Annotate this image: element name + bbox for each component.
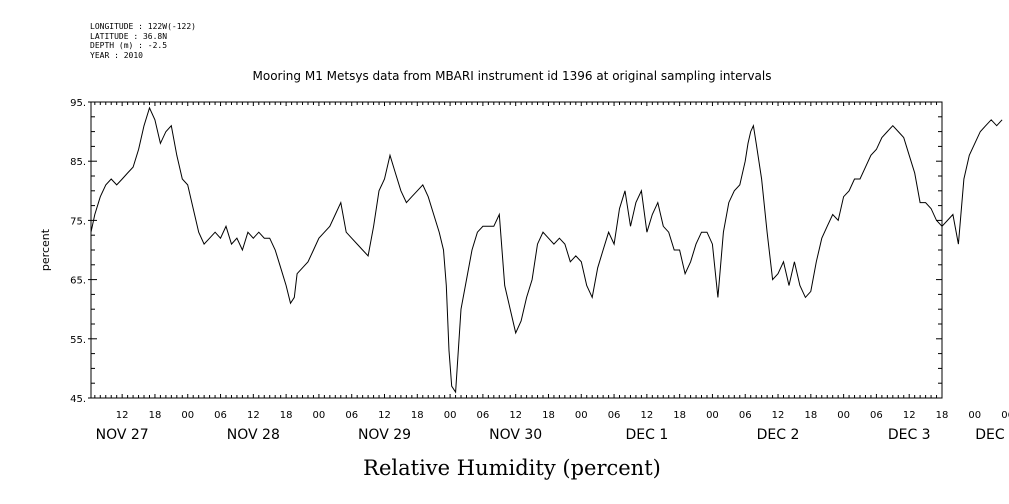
x-hour-tick-label: 00	[968, 410, 981, 421]
x-hour-tick-label: 06	[477, 410, 490, 421]
y-axis-label: percent	[39, 228, 52, 271]
x-hour-tick-label: 18	[411, 410, 424, 421]
x-hour-tick-label: 00	[706, 410, 719, 421]
x-date-label: DEC 3	[888, 427, 931, 443]
x-hour-tick-label: 12	[640, 410, 653, 421]
y-tick-label: 95.	[70, 98, 86, 109]
x-hour-tick-label: 06	[870, 410, 883, 421]
longitude-text: LONGITUDE : 122W(-122)	[90, 22, 196, 31]
x-date-label: NOV 30	[489, 427, 542, 443]
x-hour-tick-label: 06	[608, 410, 621, 421]
y-tick-label: 55.	[70, 335, 86, 346]
x-hour-tick-label: 00	[575, 410, 588, 421]
x-hour-tick-label: 00	[444, 410, 457, 421]
x-hour-tick-label: 12	[509, 410, 522, 421]
x-hour-tick-label: 18	[542, 410, 555, 421]
x-hour-tick-label: 06	[214, 410, 227, 421]
x-hour-tick-label: 18	[936, 410, 949, 421]
latitude-text: LATITUDE : 36.8N	[90, 31, 168, 41]
x-hour-tick-label: 12	[903, 410, 916, 421]
x-hour-tick-label: 18	[280, 410, 293, 421]
x-hour-tick-label: 06	[1001, 410, 1009, 421]
y-tick-label: 85.	[70, 157, 86, 168]
y-tick-label: 65.	[70, 276, 86, 287]
x-date-label: DEC 1	[625, 427, 668, 443]
humidity-series-line	[90, 106, 1003, 394]
x-hour-tick-label: 12	[378, 410, 391, 421]
plot-frame	[90, 101, 943, 399]
x-hour-tick-label: 12	[247, 410, 260, 421]
x-hour-tick-label: 12	[116, 410, 129, 421]
x-hour-tick-label: 00	[837, 410, 850, 421]
y-axis: 45. 55. 65. 75. 85. 95.	[70, 98, 91, 405]
x-hour-tick-label: 06	[739, 410, 752, 421]
minor-ticks	[91, 101, 943, 399]
x-date-label: DEC 4	[975, 427, 1009, 443]
x-hour-tick-label: 18	[804, 410, 817, 421]
x-hour-tick-label: 00	[181, 410, 194, 421]
x-hour-tick-label: 18	[149, 410, 162, 421]
x-axis-label: Relative Humidity (percent)	[363, 456, 661, 480]
metadata-block: LONGITUDE : 122W(-122) LATITUDE : 36.8N …	[90, 22, 196, 60]
x-date-label: NOV 27	[96, 427, 149, 443]
x-hour-tick-label: 06	[345, 410, 358, 421]
y-tick-label: 45.	[70, 394, 86, 405]
x-axis: 12 18 00 06 12 18 00 06 12 18 00 06 12 18 00 06 12 18 00 06…	[96, 410, 1009, 443]
x-date-label: DEC 2	[757, 427, 800, 443]
year-text: YEAR : 2010	[90, 50, 143, 60]
y-tick-label: 75.	[70, 216, 86, 227]
depth-text: DEPTH (m) : -2.5	[90, 41, 168, 50]
chart-title: Mooring M1 Metsys data from MBARI instru…	[253, 69, 772, 83]
x-hour-tick-label: 00	[313, 410, 326, 421]
x-date-label: NOV 29	[358, 427, 411, 443]
x-hour-tick-label: 12	[772, 410, 785, 421]
x-date-label: NOV 28	[227, 427, 280, 443]
x-hour-tick-label: 18	[673, 410, 686, 421]
